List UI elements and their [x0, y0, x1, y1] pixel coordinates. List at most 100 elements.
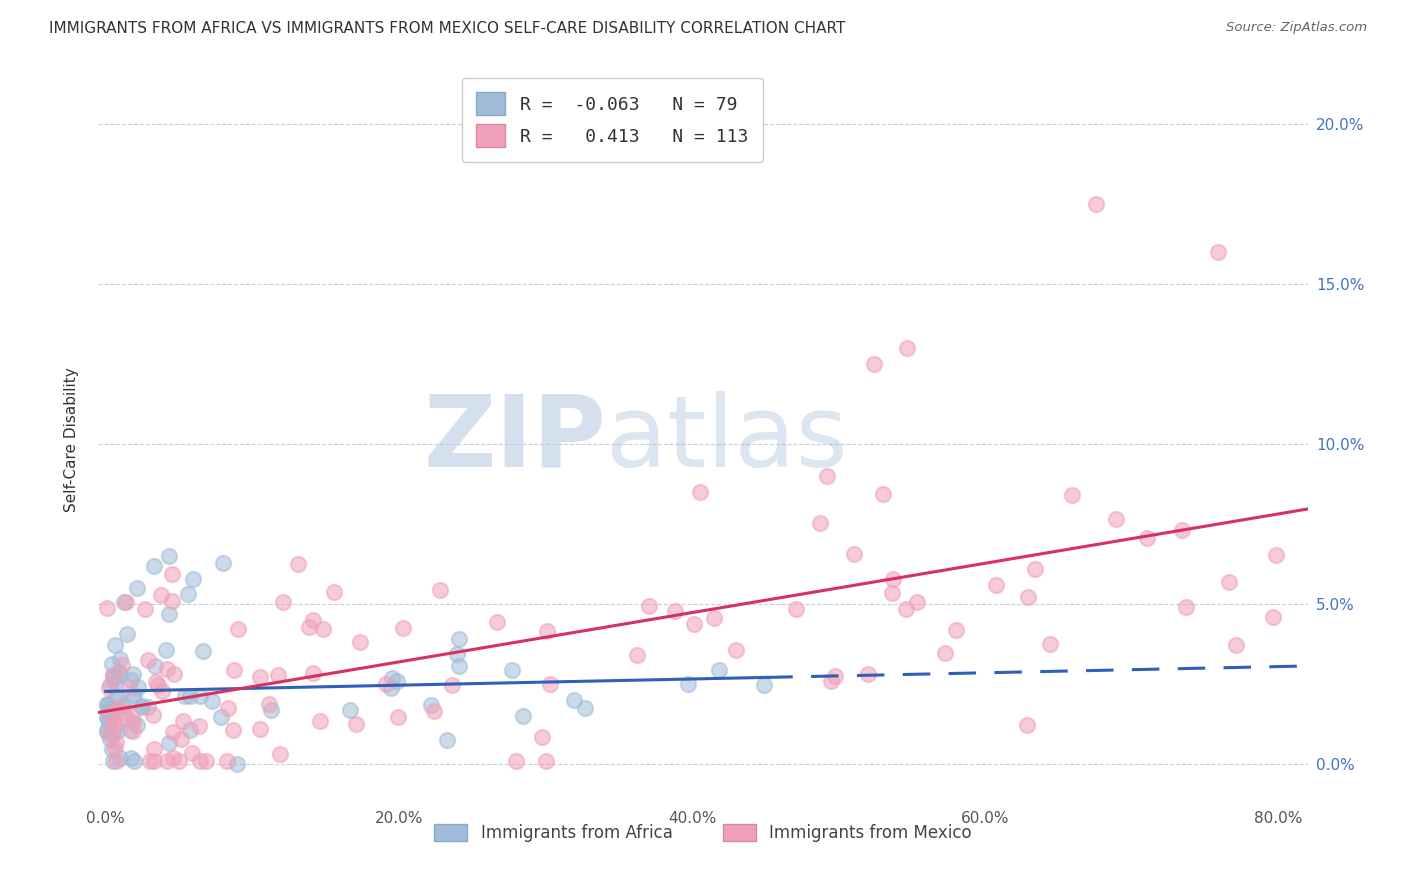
Point [423, 704, 446, 718]
Point [98, 678, 121, 692]
Point [512, 709, 534, 723]
Point [112, 698, 135, 713]
Point [562, 693, 585, 707]
Point [160, 567, 183, 582]
Point [122, 688, 145, 702]
Point [162, 750, 184, 764]
Point [121, 723, 143, 738]
Point [387, 710, 409, 724]
Point [709, 663, 731, 677]
Point [104, 690, 127, 704]
Point [156, 754, 179, 768]
Point [107, 701, 129, 715]
Point [122, 666, 145, 681]
Point [339, 703, 361, 717]
Point [984, 578, 1007, 592]
Point [538, 677, 561, 691]
Point [1174, 599, 1197, 614]
Point [98, 707, 121, 722]
Point [101, 668, 124, 682]
Point [322, 585, 344, 599]
Point [1060, 488, 1083, 502]
Point [312, 623, 335, 637]
Point [271, 595, 294, 609]
Point [97, 681, 120, 695]
Point [111, 657, 134, 672]
Point [100, 657, 122, 672]
Point [391, 621, 413, 635]
Point [1024, 562, 1046, 576]
Point [97, 698, 120, 713]
Point [1017, 590, 1039, 604]
Point [105, 754, 128, 768]
Point [183, 572, 205, 586]
Point [501, 664, 523, 678]
Point [536, 624, 558, 638]
Point [905, 595, 928, 609]
Point [104, 703, 127, 717]
Point [101, 668, 124, 682]
Point [344, 716, 367, 731]
Point [104, 740, 127, 755]
Point [1218, 574, 1240, 589]
Point [117, 712, 139, 726]
Point [127, 680, 149, 694]
Point [97, 712, 120, 726]
Point [872, 486, 894, 500]
Point [1039, 637, 1062, 651]
Point [108, 751, 131, 765]
Point [181, 746, 204, 760]
Point [934, 646, 956, 660]
Point [1206, 244, 1229, 259]
Point [121, 692, 143, 706]
Point [115, 627, 138, 641]
Point [309, 714, 332, 728]
Point [226, 757, 249, 772]
Point [101, 754, 124, 768]
Point [131, 699, 153, 714]
Point [170, 731, 193, 746]
Point [1171, 523, 1194, 537]
Point [146, 678, 169, 692]
Y-axis label: Self-Care Disability: Self-Care Disability [65, 367, 79, 512]
Text: atlas: atlas [606, 391, 848, 488]
Point [108, 665, 131, 679]
Point [131, 698, 153, 713]
Point [574, 701, 596, 715]
Point [98, 732, 121, 747]
Point [112, 705, 135, 719]
Point [1085, 197, 1108, 211]
Point [155, 643, 177, 657]
Point [136, 653, 159, 667]
Point [447, 632, 470, 646]
Point [134, 601, 156, 615]
Point [157, 607, 180, 621]
Point [534, 754, 557, 768]
Point [302, 666, 325, 681]
Point [894, 601, 917, 615]
Point [177, 587, 200, 601]
Point [689, 485, 711, 500]
Point [107, 691, 129, 706]
Point [441, 678, 464, 692]
Point [842, 547, 865, 561]
Text: Source: ZipAtlas.com: Source: ZipAtlas.com [1226, 21, 1367, 35]
Point [108, 668, 131, 682]
Point [105, 716, 128, 731]
Point [381, 671, 404, 685]
Point [880, 586, 903, 600]
Point [703, 610, 725, 624]
Point [1105, 512, 1128, 526]
Point [96, 723, 118, 738]
Point [96, 704, 118, 718]
Point [120, 750, 142, 764]
Point [100, 709, 122, 723]
Point [143, 754, 166, 768]
Point [155, 662, 177, 676]
Point [249, 670, 271, 684]
Point [664, 604, 686, 618]
Point [505, 754, 527, 768]
Point [157, 736, 180, 750]
Point [108, 651, 131, 665]
Point [486, 615, 509, 630]
